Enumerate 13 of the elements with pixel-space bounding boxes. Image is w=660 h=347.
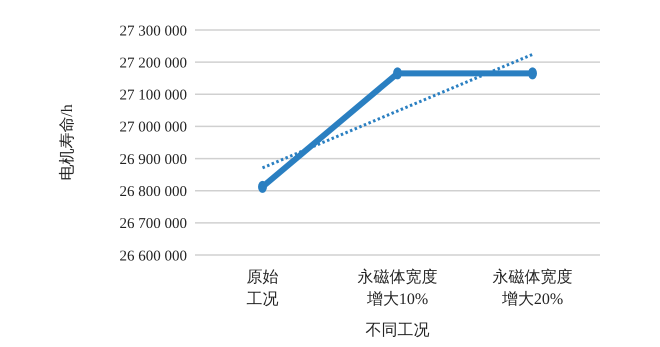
y-tick-label: 26 600 000 [120,248,187,264]
x-tick-label: 永磁体宽度增大10% [358,268,438,308]
x-tick-label: 原始工况 [246,269,278,308]
y-tick-label: 27 000 000 [120,120,187,136]
y-tick-label: 26 700 000 [120,216,187,232]
x-tick-label: 永磁体宽度增大20% [492,268,572,308]
y-tick-label: 26 900 000 [120,152,187,168]
y-tick-label: 27 300 000 [120,23,187,40]
y-tick-label: 27 100 000 [120,88,187,104]
y-axis-title: 电机寿命/h [58,104,76,181]
y-tick-label: 26 800 000 [120,184,187,200]
y-tick-label: 27 200 000 [120,55,187,72]
x-axis-title: 不同工况 [366,322,430,339]
